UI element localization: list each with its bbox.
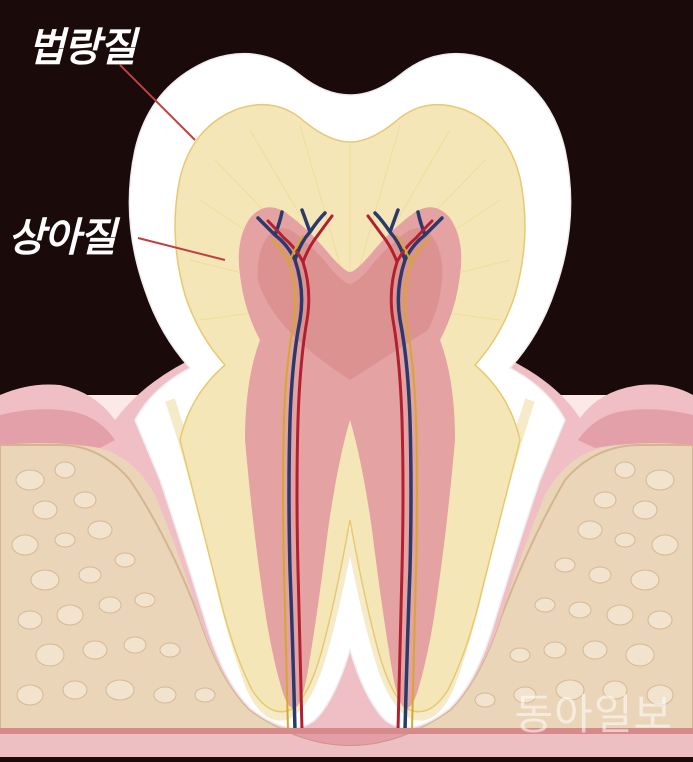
label-dentin: 상아질	[8, 205, 115, 263]
tooth-diagram: 법랑질 상아질 동아일보	[0, 0, 693, 757]
label-enamel: 법랑질	[28, 15, 135, 73]
watermark: 동아일보	[514, 681, 673, 742]
tooth-svg	[0, 0, 693, 757]
